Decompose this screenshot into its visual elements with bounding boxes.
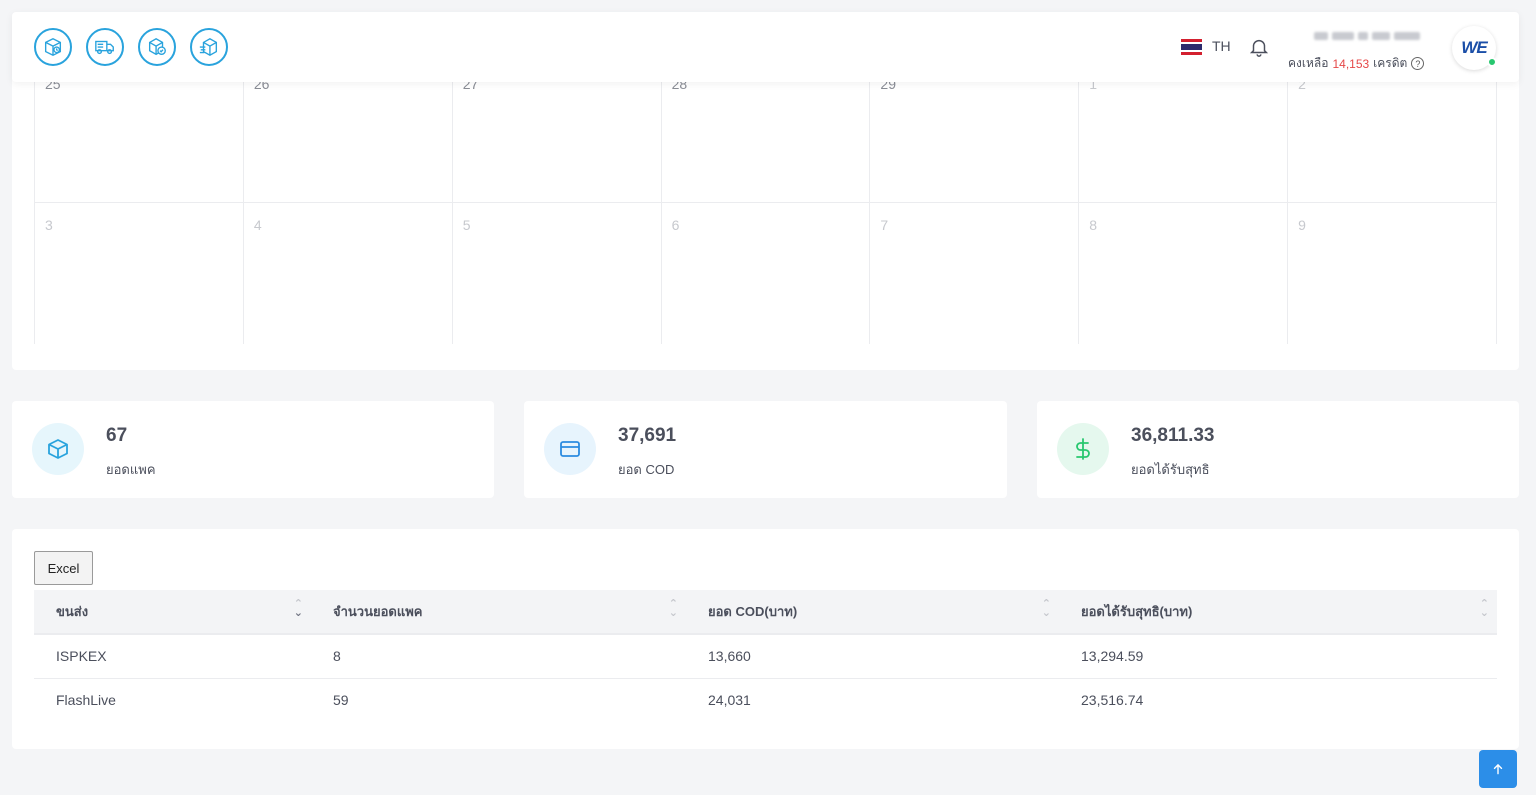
calendar-day-cell[interactable]: 28: [661, 62, 871, 203]
sort-icon[interactable]: ⌃ ⌄: [293, 598, 303, 619]
credit-value: 14,153: [1332, 56, 1370, 71]
calendar-day-cell[interactable]: 29: [870, 62, 1080, 203]
stat-value: 67: [106, 425, 128, 446]
user-name-blurred: [1314, 30, 1436, 42]
summary-table-card: Excel ขนส่ง ⌃ ⌄ จำนวนยอดแพค ⌃ ⌄ ยอด COD(บา…: [12, 529, 1519, 749]
scroll-to-top-button[interactable]: [1479, 750, 1517, 788]
column-header-net[interactable]: ยอดได้รับสุทธิ(บาท) ⌃ ⌄: [1059, 590, 1497, 635]
calendar-grid: 25 26 27 28 29 1 2 3 4 5 6 7 8 9: [34, 62, 1497, 344]
column-header-cod[interactable]: ยอด COD(บาท) ⌃ ⌄: [686, 590, 1059, 635]
calendar-day-cell[interactable]: 8: [1079, 203, 1289, 344]
table-cell: 8: [311, 634, 686, 679]
credit-card-icon: [544, 423, 596, 475]
table-cell: 13,660: [686, 634, 1059, 679]
calendar-day-cell[interactable]: 27: [452, 62, 662, 203]
delivery-truck-icon[interactable]: [86, 28, 124, 66]
calendar-day-cell[interactable]: 9: [1288, 203, 1497, 344]
table-cell: ISPKEX: [34, 634, 311, 679]
arrow-up-icon: [1493, 763, 1503, 775]
box-icon: [32, 423, 84, 475]
table-header-row: ขนส่ง ⌃ ⌄ จำนวนยอดแพค ⌃ ⌄ ยอด COD(บาท) ⌃ ⌄ …: [34, 590, 1497, 635]
credit-balance: คงเหลือ 14,153 เครดิต ?: [1288, 54, 1425, 73]
online-status-dot: [1487, 57, 1497, 67]
calendar-card: 25 26 27 28 29 1 2 3 4 5 6 7 8 9: [12, 40, 1519, 370]
credit-suffix: เครดิต: [1373, 56, 1408, 70]
calendar-day-cell[interactable]: 3: [35, 203, 244, 344]
table-cell: 13,294.59: [1059, 634, 1497, 679]
calendar-day-cell[interactable]: 2: [1288, 62, 1497, 203]
table-row: FlashLive 59 24,031 23,516.74: [34, 678, 1497, 722]
package-check-icon[interactable]: [138, 28, 176, 66]
calendar-day-cell[interactable]: 4: [244, 203, 453, 344]
carrier-summary-table: ขนส่ง ⌃ ⌄ จำนวนยอดแพค ⌃ ⌄ ยอด COD(บาท) ⌃ ⌄ …: [34, 590, 1497, 722]
calendar-day-cell[interactable]: 7: [870, 203, 1080, 344]
sort-icon[interactable]: ⌃ ⌄: [1041, 598, 1051, 619]
table-cell: 59: [333, 692, 349, 709]
column-header-carrier[interactable]: ขนส่ง ⌃ ⌄: [34, 590, 311, 635]
calendar-day-cell[interactable]: 25: [35, 62, 244, 203]
excel-export-button[interactable]: Excel: [34, 551, 93, 585]
calendar-day-cell[interactable]: 1: [1079, 62, 1289, 203]
column-header-pack-count[interactable]: จำนวนยอดแพค ⌃ ⌄: [311, 590, 686, 635]
stat-value: 37,691: [618, 425, 677, 446]
credit-prefix: คงเหลือ: [1288, 56, 1329, 70]
stat-value: 36,811.33: [1131, 425, 1215, 446]
top-header: TH คงเหลือ 14,153 เครดิต ? WE: [12, 12, 1519, 82]
table-cell: 23,516.74: [1081, 692, 1144, 709]
stat-label: ยอด COD: [618, 462, 675, 477]
help-icon[interactable]: ?: [1411, 57, 1425, 70]
stat-card-cod: 37,691 ยอด COD: [524, 401, 1007, 498]
table-cell: FlashLive: [56, 692, 116, 709]
package-clock-icon[interactable]: [34, 28, 72, 66]
avatar[interactable]: WE: [1452, 26, 1497, 70]
bell-icon[interactable]: [1248, 36, 1270, 58]
sort-icon[interactable]: ⌃ ⌄: [1479, 598, 1489, 619]
stat-label: ยอดแพค: [106, 462, 156, 477]
stat-card-packs: 67 ยอดแพค: [12, 401, 494, 498]
thai-flag-icon[interactable]: [1181, 39, 1202, 56]
calendar-day-cell[interactable]: 26: [243, 62, 453, 203]
dollar-icon: [1057, 423, 1109, 475]
avatar-logo: WE: [1461, 38, 1487, 57]
table-row: ISPKEX 8 13,660 13,294.59: [34, 634, 1497, 679]
table-cell: 24,031: [708, 692, 751, 709]
calendar-day-cell[interactable]: 6: [662, 203, 871, 344]
calendar-day-cell[interactable]: 5: [453, 203, 662, 344]
language-label[interactable]: TH: [1212, 38, 1231, 54]
sort-icon[interactable]: ⌃ ⌄: [668, 598, 678, 619]
package-move-icon[interactable]: [190, 28, 228, 66]
stat-card-net: 36,811.33 ยอดได้รับสุทธิ: [1037, 401, 1519, 498]
stat-label: ยอดได้รับสุทธิ: [1131, 462, 1210, 477]
